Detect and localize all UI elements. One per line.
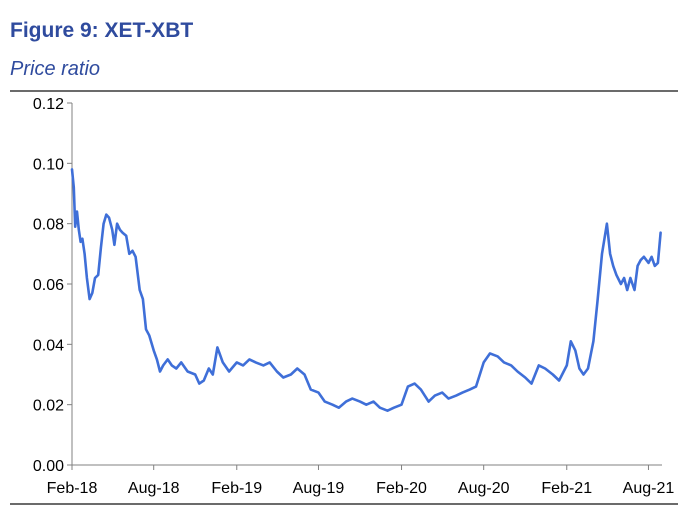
y-tick-label: 0.06 bbox=[33, 277, 64, 294]
x-tick-label: Aug-21 bbox=[623, 480, 675, 497]
x-tick-group: Feb-18 Aug-18 Feb-19 Aug-19 Feb-20 Aug-20 Feb-… bbox=[47, 465, 675, 497]
x-tick-label: Feb-21 bbox=[541, 480, 592, 497]
series-group bbox=[70, 168, 662, 413]
y-tick-label: 0.10 bbox=[33, 156, 64, 173]
y-tick-label: 0.00 bbox=[33, 458, 64, 475]
x-tick-label: Aug-19 bbox=[293, 480, 345, 497]
chart-title: Figure 9: XET-XBT bbox=[10, 19, 194, 42]
series-line bbox=[70, 168, 662, 413]
top-rule bbox=[10, 90, 678, 92]
x-tick-label: Aug-18 bbox=[128, 480, 180, 497]
y-tick-label: 0.02 bbox=[33, 398, 64, 415]
bottom-rule bbox=[10, 503, 678, 505]
chart-subtitle: Price ratio bbox=[10, 58, 101, 80]
y-tick-label: 0.04 bbox=[33, 337, 64, 354]
x-tick-label: Aug-20 bbox=[458, 480, 510, 497]
x-tick-label: Feb-20 bbox=[376, 480, 427, 497]
x-tick-label: Feb-19 bbox=[211, 480, 262, 497]
x-tick-label: Feb-18 bbox=[47, 480, 98, 497]
y-tick-group: 0.00 0.02 0.04 0.06 0.08 0.10 0.12 bbox=[33, 96, 72, 475]
y-tick-label: 0.08 bbox=[33, 217, 64, 234]
y-tick-label: 0.12 bbox=[33, 96, 64, 113]
